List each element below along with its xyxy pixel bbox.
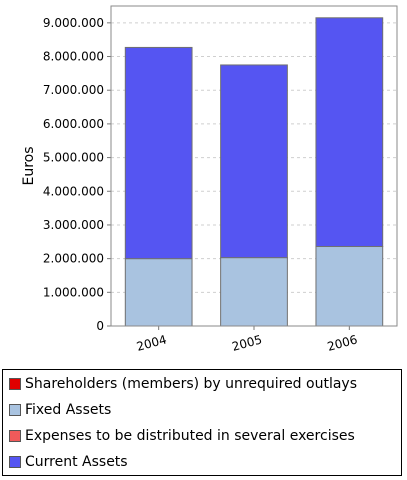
legend-swatch-expenses xyxy=(9,430,21,442)
legend: Shareholders (members) by unrequired out… xyxy=(2,369,402,476)
legend-item-shareholders: Shareholders (members) by unrequired out… xyxy=(9,374,357,394)
y-tick-label: 1.000.000 xyxy=(43,285,104,299)
x-tick-label: 2005 xyxy=(230,332,263,353)
legend-item-fixed-assets: Fixed Assets xyxy=(9,400,111,420)
plot-frame xyxy=(110,5,398,327)
y-tick-label: 3.000.000 xyxy=(43,218,104,232)
legend-label-expenses: Expenses to be distributed in several ex… xyxy=(25,428,355,444)
y-tick-label: 0 xyxy=(96,319,104,333)
y-axis-label: Euros xyxy=(21,146,37,185)
y-tick-label: 5.000.000 xyxy=(43,151,104,165)
legend-label-shareholders: Shareholders (members) by unrequired out… xyxy=(25,376,357,392)
stacked-bar-chart: 0 1.000.000 2.000.000 3.000.000 4.000.000 5.0… xyxy=(21,5,398,354)
legend-label-current-assets: Current Assets xyxy=(25,454,128,470)
y-tick-label: 8.000.000 xyxy=(43,50,104,64)
bar-2005-series-1 xyxy=(220,257,288,327)
legend-item-expenses: Expenses to be distributed in several ex… xyxy=(9,426,355,446)
legend-swatch-current-assets xyxy=(9,456,21,468)
bar-2004-series-3 xyxy=(124,46,193,260)
y-tick-label: 6.000.000 xyxy=(43,117,104,131)
x-tick-label: 2004 xyxy=(135,332,168,353)
bar-2004-series-1 xyxy=(124,258,193,327)
bar-2006-series-3 xyxy=(315,17,384,248)
y-tick-label: 4.000.000 xyxy=(43,184,104,198)
bar-2005-series-3 xyxy=(220,64,288,259)
x-tick-label: 2006 xyxy=(326,332,359,353)
y-tick-label: 7.000.000 xyxy=(43,83,104,97)
bar-2006-series-1 xyxy=(315,246,384,327)
y-tick-label: 2.000.000 xyxy=(43,252,104,266)
y-tick-label: 9.000.000 xyxy=(43,16,104,30)
legend-label-fixed-assets: Fixed Assets xyxy=(25,402,112,418)
legend-swatch-fixed-assets xyxy=(9,404,21,416)
legend-swatch-shareholders xyxy=(9,378,21,390)
legend-item-current-assets: Current Assets xyxy=(9,452,128,472)
